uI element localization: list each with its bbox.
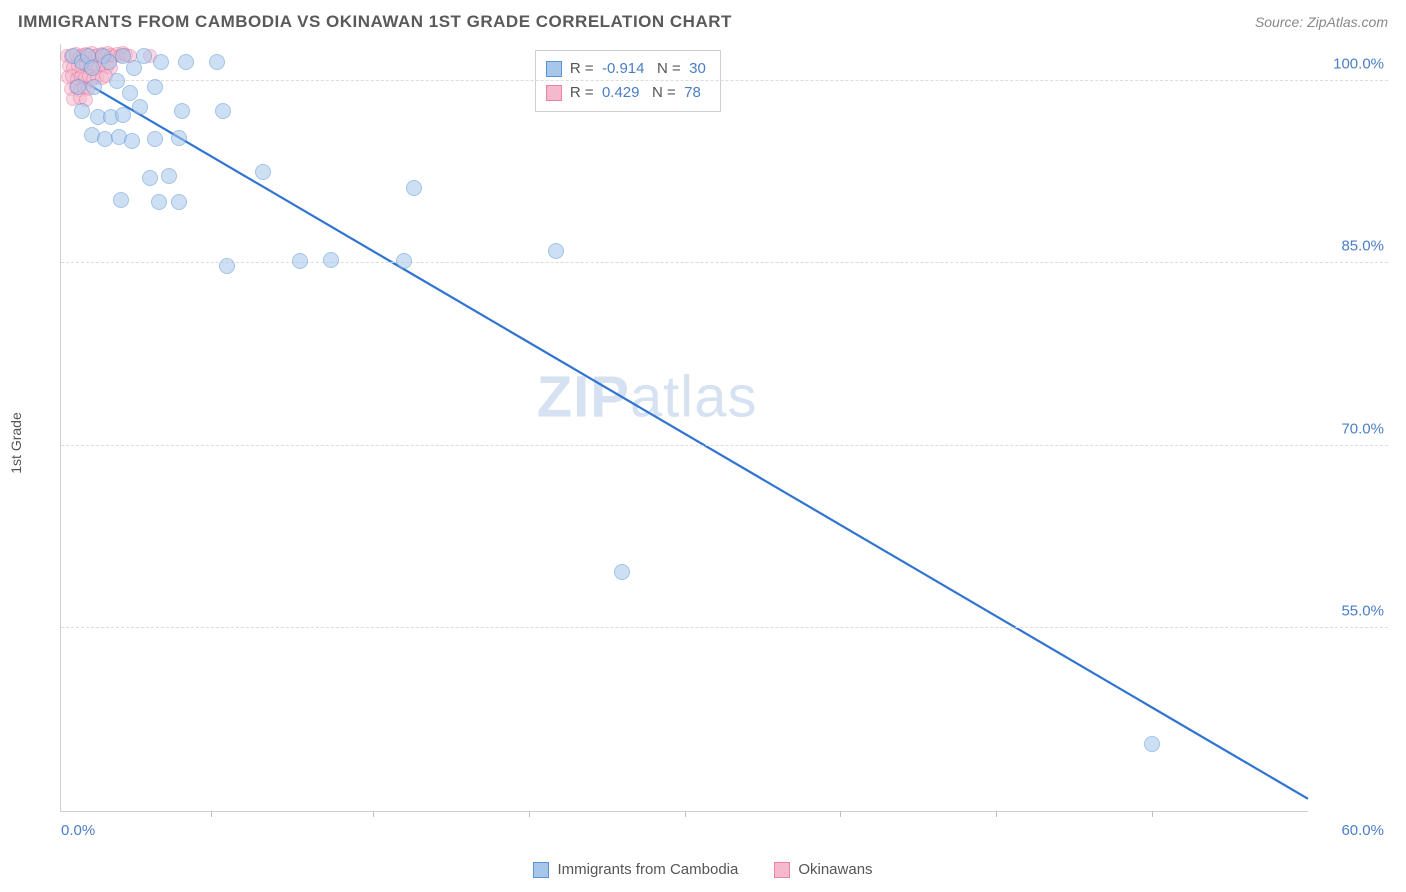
y-tick-label: 70.0% xyxy=(1341,420,1384,437)
data-point xyxy=(161,168,177,184)
y-tick-label: 100.0% xyxy=(1333,55,1384,72)
data-point xyxy=(292,253,308,269)
chart-header: IMMIGRANTS FROM CAMBODIA VS OKINAWAN 1ST… xyxy=(0,0,1406,40)
data-point xyxy=(614,564,630,580)
x-tick xyxy=(840,811,841,817)
data-point xyxy=(174,103,190,119)
x-tick xyxy=(1152,811,1153,817)
series-legend: Immigrants from Cambodia Okinawans xyxy=(0,861,1406,878)
legend-swatch xyxy=(546,61,562,77)
data-point xyxy=(147,79,163,95)
legend-label: Immigrants from Cambodia xyxy=(557,861,738,878)
gridline xyxy=(61,262,1388,263)
x-tick xyxy=(996,811,997,817)
data-point xyxy=(178,54,194,70)
x-tick xyxy=(373,811,374,817)
data-point xyxy=(255,164,271,180)
gridline xyxy=(61,627,1388,628)
data-point xyxy=(406,180,422,196)
legend-swatch xyxy=(533,862,549,878)
y-tick-label: 85.0% xyxy=(1341,238,1384,255)
watermark-suffix: atlas xyxy=(630,364,758,429)
data-point xyxy=(548,243,564,259)
legend-item: Okinawans xyxy=(774,861,872,878)
legend-swatch xyxy=(774,862,790,878)
data-point xyxy=(323,252,339,268)
data-point xyxy=(215,103,231,119)
data-point xyxy=(147,131,163,147)
x-tick-label: 0.0% xyxy=(61,822,95,839)
data-point xyxy=(70,79,86,95)
data-point xyxy=(396,253,412,269)
y-tick-label: 55.0% xyxy=(1341,603,1384,620)
watermark-prefix: ZIP xyxy=(537,364,630,429)
chart-title: IMMIGRANTS FROM CAMBODIA VS OKINAWAN 1ST… xyxy=(18,12,732,32)
x-tick xyxy=(685,811,686,817)
legend-row: R = -0.914 N = 30 xyxy=(546,57,706,81)
x-tick xyxy=(211,811,212,817)
data-point xyxy=(171,194,187,210)
legend-swatch xyxy=(546,85,562,101)
legend-text: R = -0.914 N = 30 xyxy=(570,57,706,81)
x-tick xyxy=(529,811,530,817)
legend-label: Okinawans xyxy=(798,861,872,878)
plot-area: ZIPatlas R = -0.914 N = 30R = 0.429 N = … xyxy=(60,44,1308,812)
data-point xyxy=(122,85,138,101)
data-point xyxy=(153,54,169,70)
data-point xyxy=(113,192,129,208)
trendline xyxy=(71,74,1308,798)
data-point xyxy=(219,258,235,274)
data-point xyxy=(142,170,158,186)
data-point xyxy=(115,107,131,123)
legend-item: Immigrants from Cambodia xyxy=(533,861,738,878)
chart-source: Source: ZipAtlas.com xyxy=(1255,14,1388,30)
plot-container: 1st Grade ZIPatlas R = -0.914 N = 30R = … xyxy=(60,44,1388,842)
data-point xyxy=(132,99,148,115)
trendline-layer xyxy=(61,44,1308,811)
data-point xyxy=(109,73,125,89)
data-point xyxy=(86,79,102,95)
data-point xyxy=(97,131,113,147)
data-point xyxy=(124,133,140,149)
y-axis-label: 1st Grade xyxy=(8,412,24,473)
gridline xyxy=(61,80,1388,81)
data-point xyxy=(209,54,225,70)
gridline xyxy=(61,445,1388,446)
watermark: ZIPatlas xyxy=(537,363,758,430)
correlation-legend: R = -0.914 N = 30R = 0.429 N = 78 xyxy=(535,50,721,112)
data-point xyxy=(74,103,90,119)
data-point xyxy=(1144,736,1160,752)
legend-row: R = 0.429 N = 78 xyxy=(546,81,706,105)
legend-text: R = 0.429 N = 78 xyxy=(570,81,701,105)
data-point xyxy=(151,194,167,210)
data-point xyxy=(136,48,152,64)
x-tick-label: 60.0% xyxy=(1341,822,1384,839)
data-point xyxy=(171,130,187,146)
